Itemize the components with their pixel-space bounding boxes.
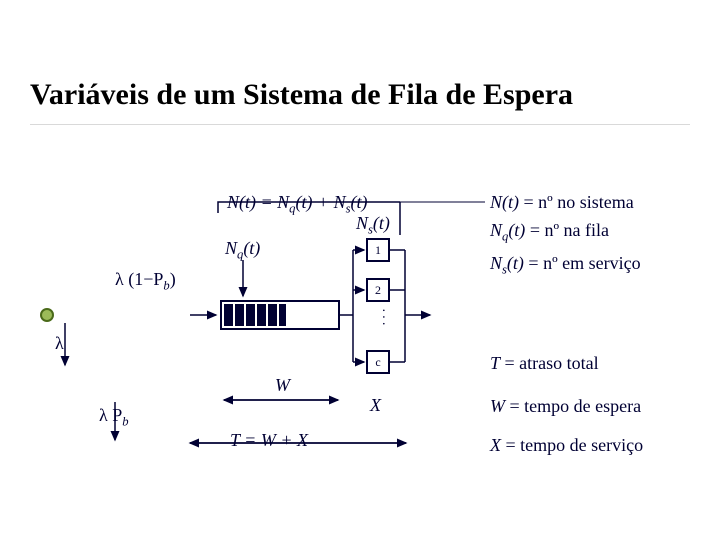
def-ns: Ns(t) = nº em serviço: [490, 253, 641, 278]
nt-equation: N(t) = Nq(t) + Ns(t): [227, 192, 368, 217]
lambda-block-sub: b: [122, 415, 128, 429]
def-t-rest: = atraso total: [500, 353, 599, 373]
def-w: W = tempo de espera: [490, 396, 641, 417]
bullet-icon: [40, 308, 54, 322]
nt-eq-1: N(t) = N: [227, 192, 289, 212]
def-nq-mid: (t): [508, 220, 525, 240]
lambda-accept-end: ): [170, 269, 176, 289]
def-x: X = tempo de serviço: [490, 435, 643, 456]
queue-diagram: λ λ (1−Pb) λ Pb 1 2 ··· c N(t) = Nq(t) +…: [0, 180, 720, 520]
server-dots: ···: [374, 308, 390, 328]
nq-pre: N: [225, 238, 237, 258]
nt-eq-3: (t): [351, 192, 368, 212]
lambda-accept-text: λ (1−P: [115, 269, 163, 289]
def-nt-pre: N(t): [490, 192, 519, 212]
w-label: W: [275, 375, 290, 396]
def-x-pre: X: [490, 435, 501, 455]
def-t-pre: T: [490, 353, 500, 373]
def-x-rest: = tempo de serviço: [501, 435, 643, 455]
lambda-block-label: λ Pb: [99, 405, 129, 430]
def-nq: Nq(t) = nº na fila: [490, 220, 609, 245]
nt-eq-2: (t) + N: [295, 192, 345, 212]
ns-label: Ns(t): [356, 213, 390, 238]
twx-label: T = W + X: [230, 430, 308, 451]
queue-fill: [224, 304, 286, 326]
ns-post: (t): [373, 213, 390, 233]
x-label: X: [370, 395, 381, 416]
def-w-pre: W: [490, 396, 505, 416]
page-title: Variáveis de um Sistema de Fila de Esper…: [30, 78, 690, 122]
queue-box: [220, 300, 340, 330]
def-ns-pre: N: [490, 253, 502, 273]
def-ns-rest: = nº em serviço: [524, 253, 641, 273]
server-c: c: [366, 350, 390, 374]
server-2: 2: [366, 278, 390, 302]
server-1: 1: [366, 238, 390, 262]
def-nt: N(t) = nº no sistema: [490, 192, 634, 213]
lambda-accept-label: λ (1−Pb): [115, 269, 176, 294]
def-ns-mid: (t): [507, 253, 524, 273]
def-t: T = atraso total: [490, 353, 599, 374]
def-w-rest: = tempo de espera: [505, 396, 641, 416]
def-nq-pre: N: [490, 220, 502, 240]
nq-label: Nq(t): [225, 238, 260, 263]
lambda-block-text: λ P: [99, 405, 122, 425]
ns-pre: N: [356, 213, 368, 233]
nq-post: (t): [243, 238, 260, 258]
def-nq-rest: = nº na fila: [525, 220, 609, 240]
title-underline: [30, 122, 690, 125]
lambda-in-label: λ: [55, 333, 64, 354]
def-nt-rest: = nº no sistema: [519, 192, 634, 212]
